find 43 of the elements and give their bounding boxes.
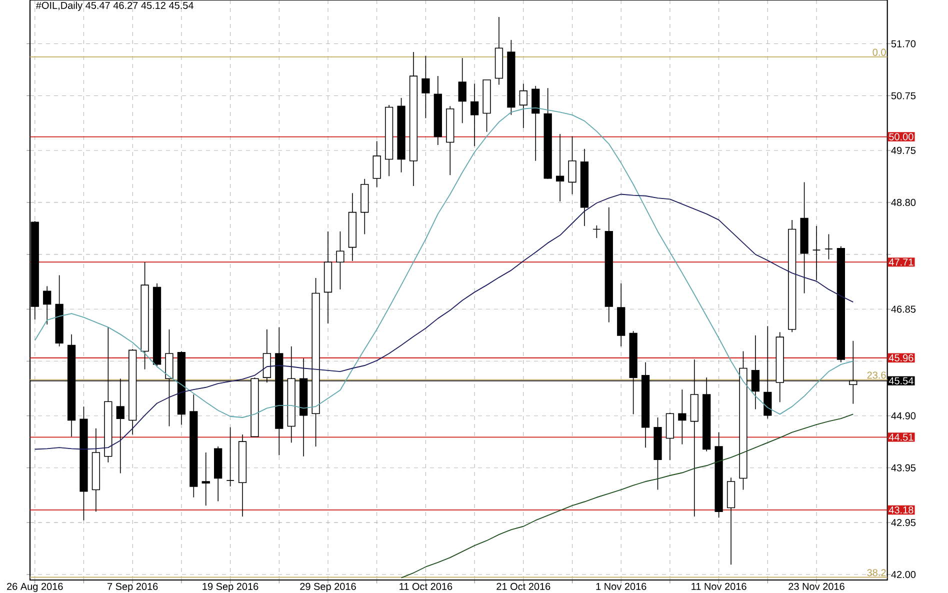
chart-title: #OIL,Daily 45.47 46.27 45.12 45.54 — [36, 2, 194, 11]
x-tick-label: 11 Nov 2016 — [692, 582, 746, 590]
candlestick — [372, 140, 381, 188]
y-tick-label: 44.90 — [891, 412, 916, 420]
ref-line-label: 45.96 — [888, 354, 914, 362]
candlestick — [568, 136, 576, 195]
y-tick-label: 48.80 — [891, 198, 916, 206]
candlestick — [43, 286, 52, 325]
y-tick-label: 42.00 — [891, 570, 916, 578]
ref-line-label: 47.71 — [888, 258, 914, 266]
candlestick — [519, 83, 528, 128]
x-tick-label: 23 Nov 2016 — [788, 582, 844, 590]
candlestick — [470, 83, 479, 146]
candlestick — [226, 426, 234, 487]
candlestick — [556, 134, 564, 202]
candlestick — [202, 452, 210, 506]
x-tick-label: 1 Nov 2016 — [596, 582, 646, 590]
x-tick-label: 26 Aug 2016 — [7, 582, 63, 592]
annotation: 38.2 — [867, 569, 886, 576]
x-tick-label: 7 Sep 2016 — [108, 582, 158, 592]
y-tick-label: 46.85 — [891, 306, 916, 313]
candlestick — [812, 226, 821, 281]
ref-line-label: 50.00 — [889, 133, 914, 140]
candlestick — [824, 234, 833, 260]
candlestick — [678, 389, 686, 445]
ref-line-label: 44.51 — [888, 434, 914, 441]
y-tick-label: 43.95 — [891, 464, 916, 472]
annotation: 0.0 — [872, 48, 886, 56]
x-tick-label: 21 Oct 2016 — [496, 582, 550, 590]
x-tick-label: 11 Oct 2016 — [400, 582, 452, 590]
candlestick — [422, 55, 430, 119]
candlestick — [336, 231, 344, 290]
candlestick — [458, 58, 466, 124]
candlestick — [592, 225, 601, 238]
y-tick-label: 42.95 — [891, 519, 916, 526]
y-tick-label: 49.75 — [891, 146, 916, 154]
ref-line-label: 43.18 — [888, 506, 914, 514]
ref-line-label: 45.54 — [888, 377, 914, 384]
x-tick-label: 19 Sep 2016 — [202, 582, 258, 592]
annotation: 23.6 — [867, 372, 886, 379]
y-tick-label: 51.70 — [891, 40, 916, 48]
x-tick-label: 29 Sep 2016 — [300, 582, 356, 592]
y-tick-label: 50.75 — [891, 92, 916, 100]
